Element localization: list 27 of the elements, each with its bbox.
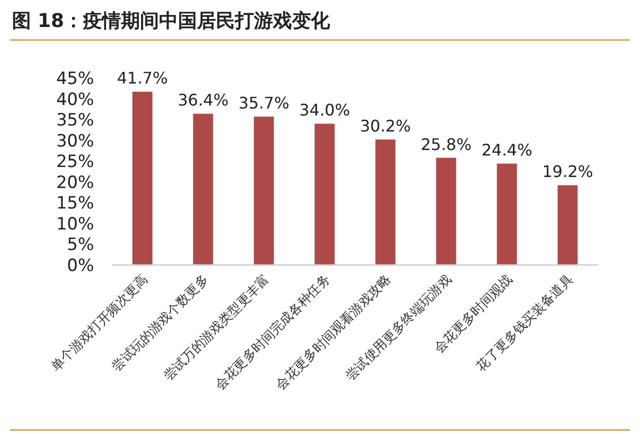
chart-title: 图 18：疫情期间中国居民打游戏变化 xyxy=(12,10,332,32)
y-tick-label: 20% xyxy=(56,172,94,193)
data-label: 34.0% xyxy=(299,100,350,120)
bar xyxy=(314,124,335,265)
bar xyxy=(254,116,274,265)
y-tick-label: 25% xyxy=(56,152,94,172)
y-tick-label: 40% xyxy=(56,90,94,110)
bar xyxy=(496,164,517,265)
bar xyxy=(375,140,396,265)
bar xyxy=(193,114,214,265)
data-label: 24.4% xyxy=(481,140,532,160)
y-tick-label: 35% xyxy=(56,110,94,131)
bar xyxy=(436,158,456,265)
bar xyxy=(558,185,578,265)
data-label: 36.4% xyxy=(178,90,229,110)
data-label: 25.8% xyxy=(420,134,472,154)
y-tick-label: 30% xyxy=(56,131,94,152)
y-tick-label: 5% xyxy=(67,235,94,256)
data-label: 19.2% xyxy=(542,162,594,182)
data-label: 41.7% xyxy=(116,68,168,88)
data-label: 35.7% xyxy=(238,94,290,113)
y-tick-label: 15% xyxy=(56,194,94,214)
data-label: 30.2% xyxy=(360,116,411,136)
y-tick-label: 0% xyxy=(67,256,94,276)
y-tick-label: 45% xyxy=(56,69,94,89)
y-tick-label: 10% xyxy=(56,214,94,234)
bar xyxy=(132,92,152,265)
